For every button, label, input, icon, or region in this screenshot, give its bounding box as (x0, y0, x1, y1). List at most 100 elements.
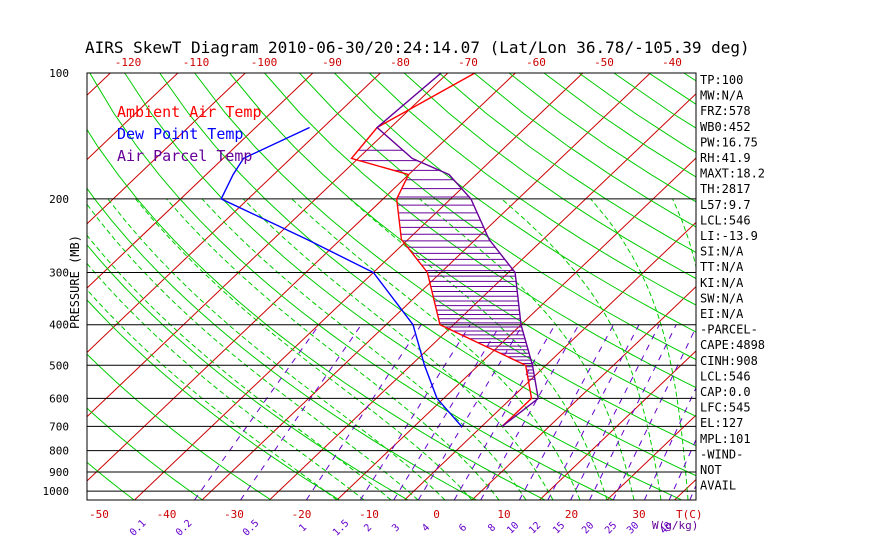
mixing-ratio-tick-label: 10 (505, 520, 521, 536)
isotherm-line (87, 73, 111, 96)
mixing-ratio-tick-label: 20 (580, 520, 596, 536)
mixing-ratio-line (589, 324, 677, 500)
moist-adiabat-line (590, 198, 689, 500)
top-temp-tick-label: -70 (458, 56, 478, 69)
stat-entry: MW:N/A (700, 89, 744, 103)
isotherm-line (539, 350, 696, 500)
pressure-tick-label: 700 (49, 420, 69, 433)
isotherm-line (87, 73, 314, 289)
dry-adiabat-line (87, 407, 203, 500)
bottom-temperature-ticks: -50 -40 -30 -20 -10 0 10 20 30 (89, 508, 646, 521)
dry-adiabat-line (438, 73, 696, 254)
mixing-ratio-line (480, 324, 580, 500)
stat-entry: CINH:908 (700, 354, 758, 368)
top-temp-tick-label: -50 (594, 56, 614, 69)
isotherm-line (201, 73, 651, 500)
stat-entry: TP:100 (700, 73, 743, 87)
stat-entry: MAXT:18.2 (700, 167, 765, 181)
top-temp-tick-label: -40 (662, 56, 682, 69)
stat-entry: -PARCEL- (700, 323, 758, 337)
pressure-tick-label: 500 (49, 359, 69, 372)
mixing-ratio-tick-label: 3 (390, 522, 402, 534)
mixing-ratio-unit-label: W(g/kg) (652, 519, 698, 532)
series-line-dew-point-temp (220, 126, 463, 427)
dry-adiabat-line (124, 73, 682, 500)
isotherm-line (471, 285, 696, 500)
mixing-ratio-line (359, 324, 471, 500)
top-temp-tick-label: -110 (183, 56, 210, 69)
pressure-tick-label: 300 (49, 267, 69, 280)
mixing-ratio-tick-label: 4 (420, 522, 432, 534)
stat-entry: WB0:452 (700, 120, 751, 134)
y-axis-label: PRESSURE (MB) (68, 235, 82, 329)
stat-entry: LFC:545 (700, 401, 751, 415)
isotherm-line (134, 73, 584, 500)
moist-adiabat-line (135, 198, 473, 500)
isotherm-line (87, 73, 246, 225)
mixing-ratio-tick-label: 0.1 (128, 518, 149, 539)
mixing-ratio-ticks: 0.1 0.2 0.5 1 1.5 2 3 4 6 8 10 12 15 20 25 30 40 (128, 518, 674, 539)
bottom-temp-tick-label: -50 (89, 508, 109, 521)
dry-adiabat-line (789, 73, 870, 500)
bottom-temp-tick-label: -20 (292, 508, 312, 521)
dry-adiabat-line (87, 187, 477, 500)
mixing-ratio-tick-label: 15 (551, 520, 567, 536)
stat-entry: RH:41.9 (700, 151, 751, 165)
moist-adiabat-line (201, 198, 527, 500)
mixing-ratio-line (453, 324, 556, 500)
moist-adiabat-line (87, 262, 365, 500)
top-temp-tick-label: -120 (115, 56, 142, 69)
pressure-tick-label: 1000 (43, 485, 70, 498)
dry-adiabat-line (264, 73, 696, 389)
mixing-ratio-line (417, 324, 523, 500)
pressure-tick-labels: 100 200 300 400 500 600 700 800 900 1000 (43, 67, 70, 498)
mixing-ratio-tick-label: 25 (603, 520, 619, 536)
stat-entry: EL:127 (700, 416, 743, 430)
stat-entry: L57:9.7 (700, 198, 751, 212)
legend-entry: Dew Point Temp (117, 125, 243, 143)
dry-adiabat-line (229, 73, 696, 417)
mixing-ratio-tick-label: 30 (625, 520, 641, 536)
moist-adiabat-line (87, 203, 419, 500)
stat-entry: CAPE:4898 (700, 338, 765, 352)
stat-entry: -WIND- (700, 447, 743, 461)
dry-adiabat-line (334, 73, 696, 333)
bottom-temp-tick-label: -10 (359, 508, 379, 521)
isotherm-line (87, 73, 179, 161)
mixing-ratio-line (547, 324, 640, 500)
dry-adiabat-line (87, 299, 340, 500)
isotherm-line (404, 221, 696, 500)
bottom-temp-tick-label: 20 (565, 508, 578, 521)
mixing-ratio-tick-label: 2 (362, 522, 374, 534)
bottom-temp-tick-label: -30 (224, 508, 244, 521)
dry-adiabat-line (87, 461, 135, 500)
mixing-ratio-line (194, 324, 320, 500)
mixing-ratio-line (393, 324, 501, 500)
moist-adiabat-line (419, 198, 635, 500)
top-temp-tick-label: -60 (526, 56, 546, 69)
isotherm-line (87, 73, 516, 482)
dry-adiabat-line (87, 353, 272, 500)
top-temperature-ticks: -120 -110 -100 -90 -80 -70 -60 -50 -40 (115, 56, 682, 69)
pressure-lines (87, 198, 696, 492)
legend-entry: Ambient Air Temp (117, 103, 262, 121)
cape-hatching (358, 149, 535, 380)
stat-entry: LCL:546 (700, 369, 751, 383)
pressure-tick-label: 200 (49, 193, 69, 206)
bottom-temp-tick-label: 0 (433, 508, 440, 521)
stat-entry: EI:N/A (700, 307, 744, 321)
moist-adiabat-line (87, 234, 392, 500)
chart-title: AIRS SkewT Diagram 2010-06-30/20:24:14.0… (85, 38, 750, 57)
legend: Ambient Air Temp Dew Point Temp Air Parcel… (117, 103, 262, 165)
top-temp-tick-label: -100 (251, 56, 278, 69)
top-temp-tick-label: -90 (322, 56, 342, 69)
stat-entry: LI:-13.9 (700, 229, 758, 243)
stat-entry: SI:N/A (700, 245, 744, 259)
bottom-temp-tick-label: -40 (157, 508, 177, 521)
isotherm-line (742, 73, 870, 500)
dry-adiabat-line (0, 73, 66, 500)
dry-adiabat-line (194, 73, 696, 447)
stat-entry: AVAIL (700, 479, 736, 493)
